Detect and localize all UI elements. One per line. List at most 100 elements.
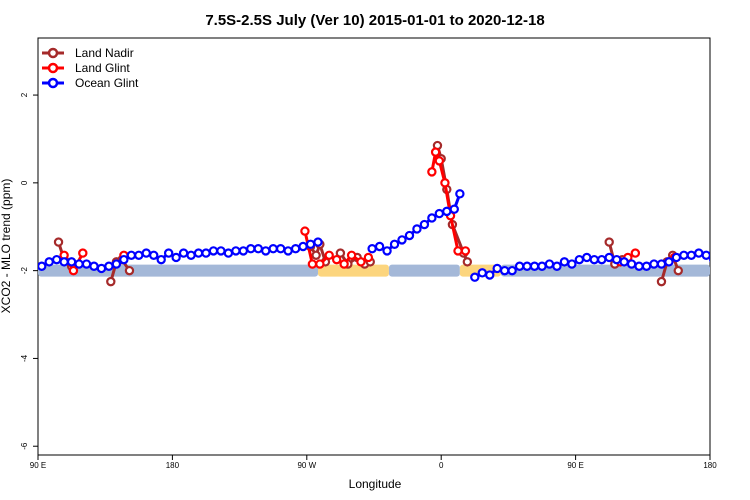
x-axis: 90 E 180 90 W 0 90 E 180 [30, 455, 717, 470]
data-point [178, 248, 189, 258]
plot-frame [37, 37, 711, 456]
data-point [397, 235, 407, 245]
data-point [261, 246, 271, 256]
series-line [371, 193, 462, 253]
data-point [419, 219, 430, 230]
y-tick-label: -2 [20, 267, 29, 275]
data-point [544, 259, 555, 269]
data-point [315, 259, 325, 269]
data-point [626, 259, 637, 269]
data-point [363, 252, 374, 263]
x-axis-label: Longitude [349, 477, 402, 491]
data-point [81, 259, 92, 269]
data-point [346, 250, 357, 260]
data-point [124, 265, 135, 276]
data-point [630, 248, 641, 258]
data-point [434, 208, 445, 219]
data-point [104, 261, 114, 271]
data-point [356, 257, 366, 267]
data-point [641, 261, 652, 271]
data-point [126, 250, 137, 260]
surface-type-bar [38, 264, 710, 277]
data-point [709, 256, 710, 263]
data-point [311, 250, 321, 260]
data-point [193, 248, 204, 258]
data-point [455, 189, 465, 199]
data-point [582, 252, 592, 263]
data-point [522, 261, 532, 271]
data-point [656, 276, 667, 287]
data-point [374, 241, 385, 252]
data-point [701, 250, 710, 260]
data-point [514, 261, 525, 271]
data-point [656, 259, 667, 269]
data-point [694, 248, 704, 258]
data-point [382, 246, 392, 256]
x-tick-label: 0 [439, 461, 444, 470]
data-point [89, 261, 99, 271]
y-tick-label: -4 [20, 354, 29, 362]
data-point [283, 246, 293, 256]
x-tick-label: 90 E [567, 461, 583, 470]
series-layer [38, 140, 725, 287]
data-point [208, 246, 219, 256]
data-point [619, 257, 629, 267]
surface-ocean-segment [388, 264, 460, 277]
data-point [156, 254, 166, 265]
data-point [268, 243, 278, 254]
data-point [427, 213, 437, 223]
data-point [673, 265, 683, 276]
chart-title: 7.5S-2.5S July (Ver 10) 2015-01-01 to 20… [205, 12, 544, 29]
data-point [453, 246, 463, 256]
data-point [404, 230, 415, 241]
data-point [449, 204, 459, 214]
x-tick-label: 180 [166, 461, 180, 470]
data-point [499, 265, 510, 276]
data-point [367, 243, 377, 254]
x-tick-label: 90 W [297, 461, 316, 470]
data-point [440, 178, 450, 188]
data-point [552, 261, 562, 271]
x-tick-label: 90 E [30, 461, 46, 470]
data-point [430, 147, 441, 157]
data-point [718, 249, 725, 256]
data-point [492, 263, 502, 274]
y-axis-label: XCO2 - MLO trend (ppm) [0, 179, 13, 314]
data-point [216, 246, 226, 256]
series-line [430, 150, 466, 253]
surface-land-segment [318, 264, 389, 277]
data-point [231, 246, 241, 256]
legend-item: Land Nadir [42, 46, 134, 60]
data-point [106, 276, 116, 287]
data-point [679, 250, 689, 260]
data-point [485, 270, 495, 280]
data-point [223, 248, 234, 258]
y-tick-label: 2 [20, 92, 29, 97]
data-point [567, 259, 577, 269]
data-point [611, 254, 622, 265]
data-point [664, 257, 674, 267]
data-point [275, 243, 286, 254]
series-ocean-glint [38, 189, 725, 282]
data-point [434, 156, 445, 166]
data-point [597, 254, 607, 265]
data-point [604, 237, 614, 247]
data-point [537, 261, 547, 271]
legend-label: Land Nadir [75, 46, 134, 60]
data-point [671, 252, 682, 263]
data-point [96, 263, 107, 274]
data-point [427, 167, 437, 177]
data-point [253, 243, 263, 254]
data-point [313, 237, 323, 247]
data-point [604, 252, 614, 263]
series-land-nadir [53, 140, 683, 287]
data-point [339, 259, 349, 269]
data-point [238, 246, 249, 256]
data-point [119, 254, 129, 265]
data-point [68, 265, 79, 276]
x-tick-label: 180 [703, 461, 717, 470]
data-point [335, 248, 346, 258]
data-point [171, 252, 181, 263]
data-point [305, 239, 316, 250]
